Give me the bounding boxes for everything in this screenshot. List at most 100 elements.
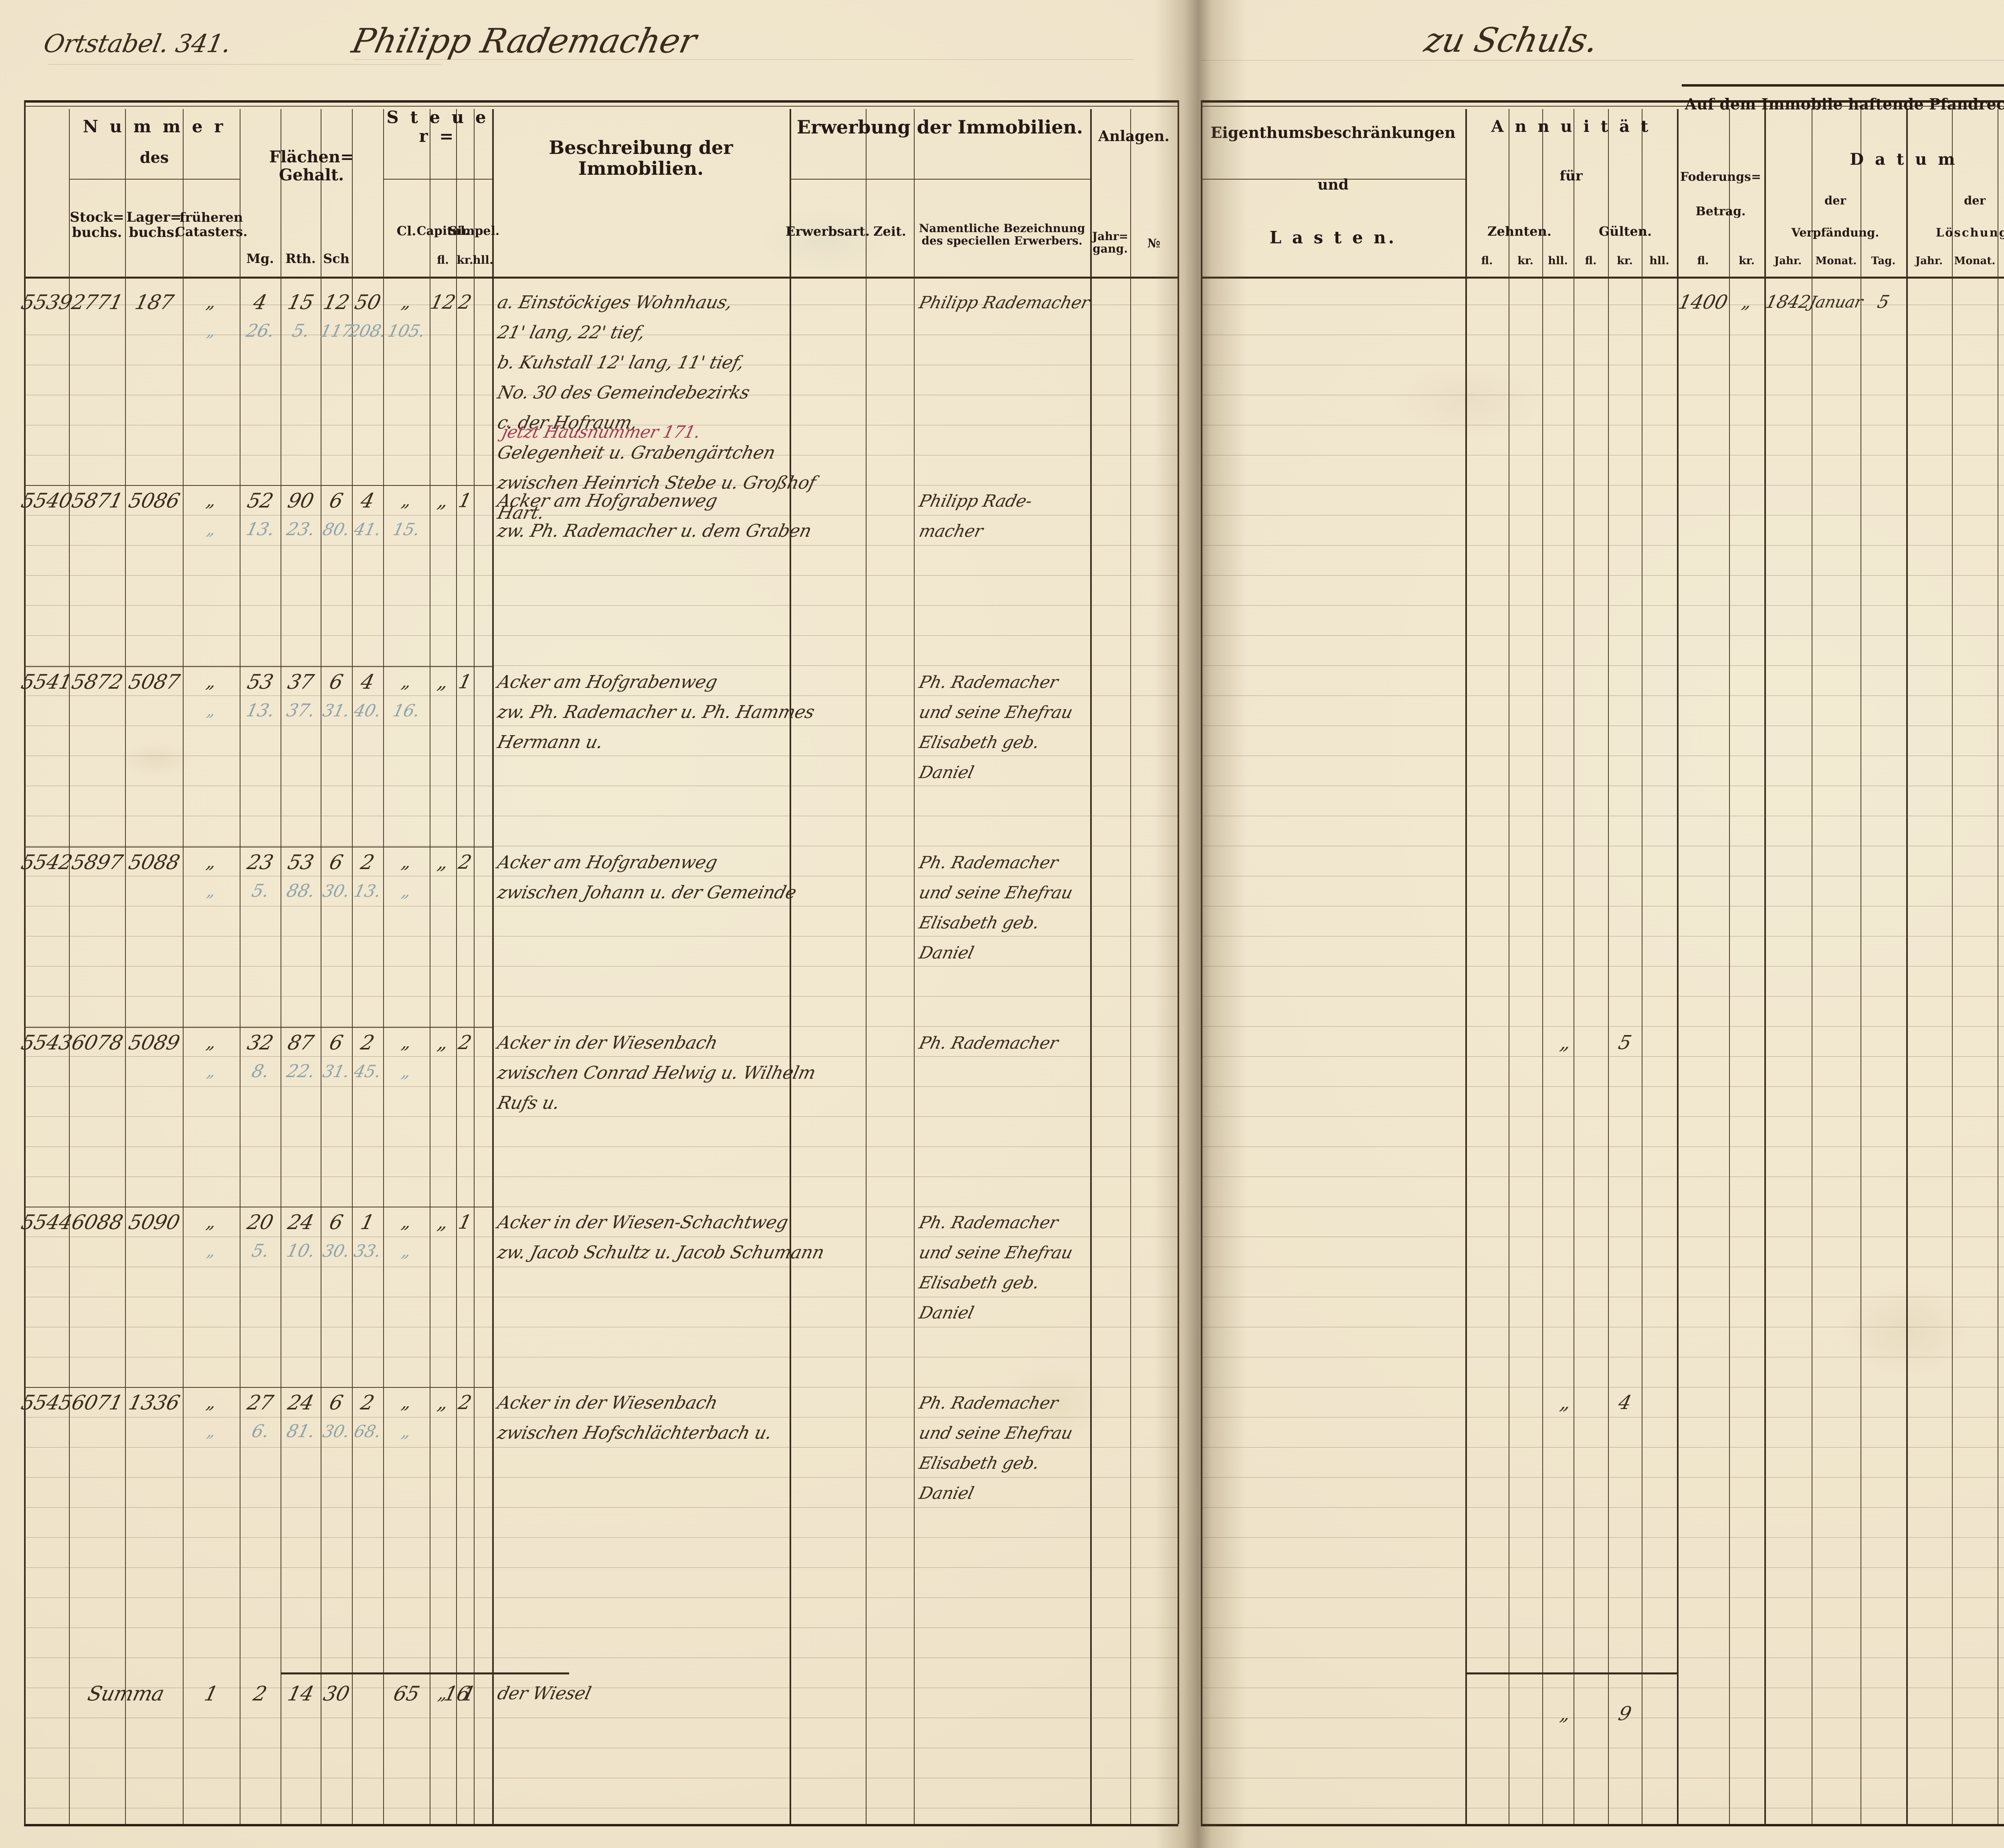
cell-lagerbuch: 5871 (70, 489, 125, 513)
header-verpf-l1: der (1824, 193, 1846, 207)
cell-pencil-cl-text: 30. (321, 881, 352, 901)
cell-pencil-mg-text: „ (205, 1422, 218, 1441)
cell-stockbuch-text: 5542 (19, 851, 75, 874)
header-jahrgang-left-l2: gang. (1093, 242, 1128, 255)
ruled-line (1201, 1567, 2004, 1568)
cell-flaechen-sch-text: 53 (285, 851, 316, 874)
cell-flaechen-mg-text: „ (204, 292, 218, 312)
ruled-line (24, 1086, 1178, 1087)
cell-steuer-capital: 1 (352, 1210, 383, 1234)
cell-pencil-cap: 13. (352, 879, 383, 903)
cell-steuer-capital-text: 4 (358, 489, 377, 512)
cell-erwerber-line-text: und seine Ehefrau (917, 702, 1075, 722)
cell-steuer-capital-text: 50 (352, 291, 383, 314)
ruled-line (24, 1116, 1178, 1117)
cell-beschreibung-red-note: jetzt Hausnummer 171. (497, 419, 794, 445)
cell-pencil-sch: 5. (281, 319, 321, 343)
cell-flaechen-rth-text: 4 (251, 291, 269, 314)
cell-flaechen-sch-text: 24 (285, 1391, 316, 1414)
cell-catast: 5090 (127, 1210, 182, 1234)
cell-total-mg-text: 1 (202, 1682, 220, 1705)
cell-erwerber-line: Ph. Rademacher (914, 668, 1090, 696)
cell-erwerber-line: Ph. Rademacher (914, 849, 1090, 877)
cell-pencil-cap-text: 68. (352, 1421, 383, 1441)
cell-catast-text: 5086 (126, 489, 182, 512)
cell-steuer-cl-text: 6 (327, 851, 345, 874)
cell-stockbuch-text: 5545 (19, 1391, 75, 1414)
cell-verpf-tag: 5 (1861, 290, 1906, 314)
cell-pencil-simp-text: „ (400, 1241, 413, 1261)
cell-pencil-cl: 30. (321, 1419, 352, 1444)
cell-flaechen-mg: „ (183, 670, 240, 694)
header-namentliche-l2: des speciellen Erwerbers. (921, 234, 1083, 247)
cell-pencil-sch-text: 22. (284, 1061, 317, 1082)
cell-simpel-hll-text: 1 (456, 671, 474, 693)
cell-catast: 187 (127, 290, 182, 314)
cell-simpel-kr-text: „ (435, 489, 450, 512)
cell-beschreibung-line-text: zw. Jacob Schultz u. Jacob Schumann (495, 1242, 826, 1263)
cell-erwerber-line: Elisabeth geb. (914, 1449, 1090, 1477)
ruled-line (24, 1056, 1178, 1057)
cell-foderungs-fl-text: 1400 (1676, 291, 1730, 313)
cell-pencil-cl-text: 31. (321, 1061, 352, 1081)
cell-lagerbuch: 6071 (70, 1391, 125, 1415)
cell-pencil-rth-text: 8. (249, 1061, 271, 1082)
cell-simpel-kr: „ (430, 1391, 456, 1415)
cell-flaechen-sch: 24 (281, 1391, 321, 1415)
ruled-line (24, 515, 1178, 516)
cell-catast: 1336 (127, 1391, 182, 1415)
cell-total-annuitaet-hll-text: 9 (1616, 1702, 1634, 1725)
header-foderungs-l1: Foderungs= (1680, 170, 1762, 184)
ruled-line (24, 1447, 1178, 1448)
cell-pencil-cap-text: 13. (352, 881, 383, 901)
cell-erwerber-line-text: Daniel (917, 1483, 976, 1503)
cell-beschreibung-line-text: Acker in der Wiesen-Schachtweg (495, 1212, 790, 1233)
cell-simpel-kr-text: „ (435, 1031, 450, 1054)
cell-simpel-fl: „ (383, 1391, 430, 1415)
cell-pencil-cl: 80. (321, 518, 352, 542)
ruled-line (24, 665, 1178, 666)
header-guelten-kr: kr. (1617, 254, 1633, 267)
cell-beschreibung-line-text: Acker am Hofgrabenweg (495, 852, 719, 873)
cell-steuer-capital-text: 2 (358, 1031, 377, 1054)
cell-erwerber-line: Philipp Rademacher (914, 289, 1091, 317)
ruled-line (24, 1537, 1178, 1538)
header-flaechen-rth: Rth. (285, 251, 316, 267)
cell-catast-text: 5087 (126, 670, 182, 694)
cell-foderungs-fl: 1400 (1676, 290, 1730, 314)
header-zehnten-kr: kr. (1517, 254, 1533, 267)
cell-pencil-cap: 208. (347, 319, 388, 343)
cell-beschreibung-line: Acker in der Wiesen-Schachtweg (492, 1209, 790, 1237)
cell-total-sch2: 30 (321, 1680, 352, 1708)
header-jahrgang-left: Jahr= gang. (1090, 220, 1130, 265)
cell-simpel-fl: „ (383, 850, 430, 874)
cell-beschreibung-red-note-text: jetzt Hausnummer 171. (500, 422, 703, 442)
cell-pencil-rth: 5. (240, 1239, 281, 1263)
cell-pencil-cl-text: 80. (321, 520, 352, 539)
cell-erwerber-line-text: macher (917, 521, 985, 541)
header-erwerbsart: Erwerbsart. (786, 224, 870, 239)
cell-beschreibung-line-text: Hermann u. (495, 732, 605, 752)
cell-total-sch-text: 14 (285, 1682, 316, 1705)
cell-flaechen-mg: „ (183, 1391, 240, 1415)
cell-flaechen-sch-text: 37 (285, 670, 316, 694)
cell-flaechen-rth: 20 (240, 1210, 281, 1234)
cell-total-beschreibung: der Wiesel (492, 1680, 790, 1708)
cell-stockbuch-text: 5541 (19, 670, 75, 694)
cell-simpel-fl: „ (383, 489, 430, 513)
cell-flaechen-mg: „ (183, 1210, 240, 1234)
cell-pencil-cap-text: 41. (352, 520, 383, 539)
header-zehnten-fl: fl. (1481, 254, 1493, 267)
cell-steuer-capital-text: 4 (358, 670, 377, 694)
cell-simpel-hll-text: 2 (456, 1031, 474, 1054)
ruled-line (24, 996, 1178, 997)
cell-simpel-fl-text: „ (400, 1392, 414, 1413)
ruled-line (1201, 1026, 2004, 1027)
cell-pencil-sch-text: 37. (284, 700, 317, 721)
cell-simpel-hll: 2 (456, 290, 474, 314)
header-jahrgang-left-l1: Jahr= (1092, 229, 1128, 243)
cell-simpel-fl-text: „ (400, 292, 414, 312)
cell-pencil-simp: „ (383, 1419, 430, 1444)
cell-stockbuch: 5541 (19, 670, 75, 694)
header-loesch-tag: Tag. (1998, 252, 2004, 271)
